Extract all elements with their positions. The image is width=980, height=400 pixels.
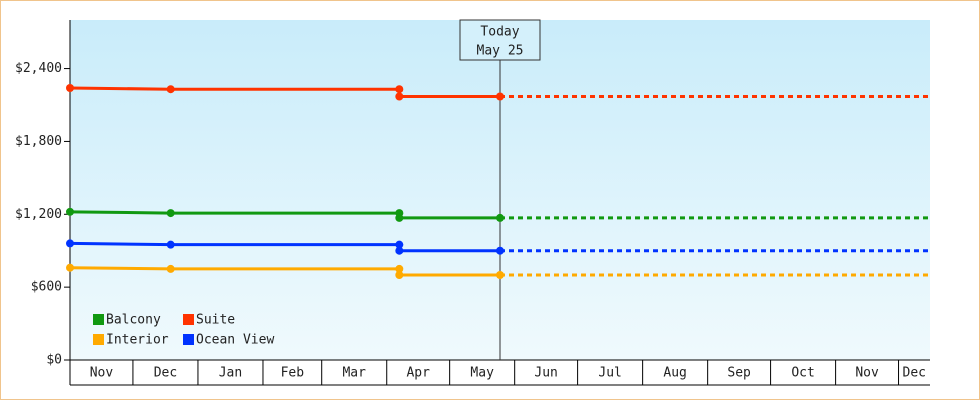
today-label: Today [480,25,519,40]
data-point [496,213,504,222]
x-tick-label: Apr [406,366,430,381]
data-point [166,209,175,218]
x-axis-band [70,360,930,385]
data-point [496,92,504,101]
x-tick-label: Dec [903,366,926,381]
y-tick-label: $1,800 [15,134,62,149]
today-label: May 25 [477,44,524,59]
data-point [395,271,404,279]
data-point [395,213,404,222]
data-point [66,207,74,216]
x-tick-label: Sep [727,366,751,381]
data-point [166,264,175,273]
legend-label: Suite [196,313,235,328]
data-point [66,239,74,248]
data-point [66,263,74,272]
data-point [395,264,404,273]
x-tick-label: Aug [663,366,686,381]
data-point [395,92,404,101]
y-tick-label: $1,200 [15,207,62,222]
data-point [395,246,404,255]
x-tick-label: Jun [534,366,557,381]
x-tick-label: Jan [219,366,242,381]
x-tick-label: Oct [791,366,814,381]
legend-swatch [93,334,104,345]
y-tick-label: $0 [46,353,62,368]
y-tick-label: $600 [31,280,62,295]
x-tick-label: Dec [154,366,177,381]
data-point [395,85,404,94]
today-box [459,19,541,61]
x-tick-label: Nov [90,366,114,381]
legend-swatch [183,314,194,325]
x-tick-label: Nov [855,366,879,381]
legend-swatch [183,334,194,345]
data-point [166,85,175,94]
legend-swatch [93,314,104,325]
x-tick-label: Mar [342,366,366,381]
data-point [496,246,504,255]
legend-label: Balcony [106,313,161,328]
data-point [66,84,74,92]
legend-label: Interior [106,333,169,348]
data-point [395,240,404,249]
x-tick-label: Feb [281,366,305,381]
x-tick-label: Jul [598,366,621,381]
y-tick-label: $2,400 [15,61,62,76]
legend-label: Ocean View [196,333,274,348]
data-point [166,240,175,249]
x-tick-label: May [470,366,494,381]
data-point [496,271,504,279]
